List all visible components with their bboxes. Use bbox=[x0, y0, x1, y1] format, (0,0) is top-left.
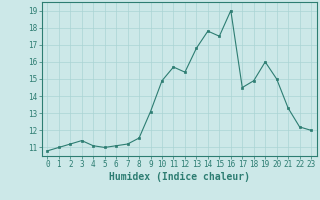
X-axis label: Humidex (Indice chaleur): Humidex (Indice chaleur) bbox=[109, 172, 250, 182]
